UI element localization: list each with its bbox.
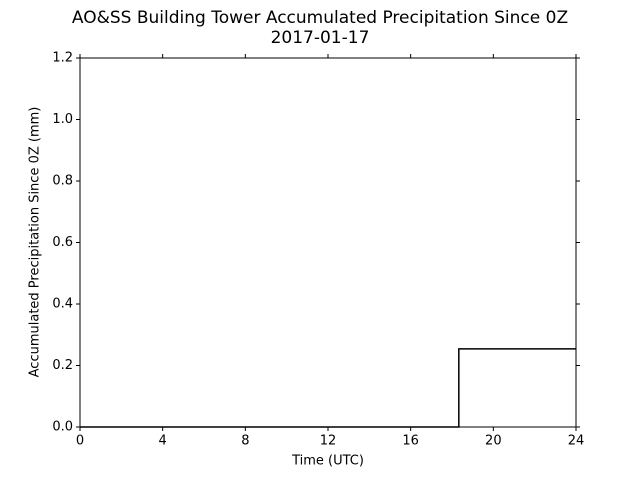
y-tick-label: 0.8: [52, 174, 73, 189]
x-tick-label: 16: [402, 434, 419, 449]
chart-title: AO&SS Building Tower Accumulated Precipi…: [72, 8, 568, 28]
chart-subtitle: 2017-01-17: [271, 28, 370, 48]
x-tick-label: 12: [320, 434, 337, 449]
data-line: [80, 348, 576, 428]
y-tick-label: 1.0: [52, 112, 73, 127]
x-tick-label: 24: [568, 434, 585, 449]
x-tick-label: 0: [76, 434, 84, 449]
y-tick-label: 0.4: [52, 297, 73, 312]
y-tick-label: 0.0: [52, 420, 73, 435]
x-tick-label: 8: [241, 434, 249, 449]
x-tick-label: 20: [485, 434, 502, 449]
y-tick-label: 0.6: [52, 235, 73, 250]
x-tick-label: 4: [159, 434, 167, 449]
x-axis-label: Time (UTC): [291, 454, 364, 469]
plot-frame: [79, 57, 577, 428]
y-tick-label: 0.2: [52, 358, 73, 373]
y-axis-label: Accumulated Precipitation Since 0Z (mm): [28, 107, 43, 378]
y-tick-label: 1.2: [52, 51, 73, 66]
